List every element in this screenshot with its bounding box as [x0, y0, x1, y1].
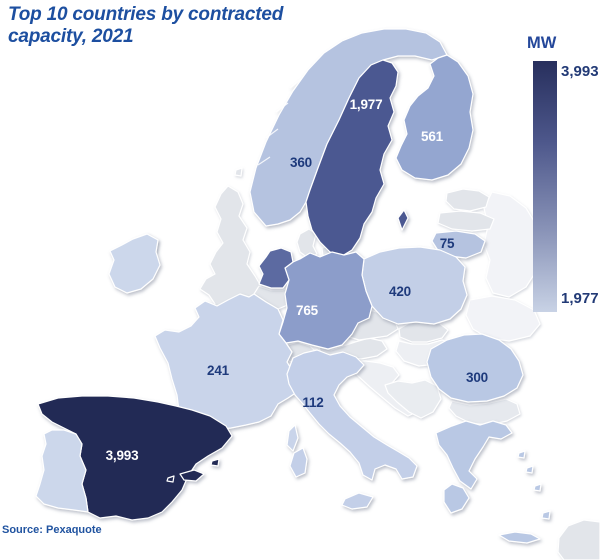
country-estonia [445, 188, 490, 212]
legend-min-value: 1,977 [561, 290, 599, 307]
country-poland [361, 246, 468, 325]
country-italy [286, 349, 418, 481]
island-crete [498, 531, 541, 544]
country-bulgaria [448, 398, 521, 426]
label-france: 241 [207, 363, 230, 378]
legend-max-value: 3,993 [561, 63, 599, 80]
country-netherlands [258, 247, 294, 289]
chart-title: Top 10 countries by contracted capacity,… [8, 4, 438, 49]
country-romania [426, 333, 524, 403]
country-slovakia [398, 318, 449, 343]
island-sicily [341, 492, 374, 510]
country-orkney [234, 167, 243, 177]
fjord-lines [257, 78, 302, 166]
peninsula-peloponnese [443, 483, 470, 514]
label-germany: 765 [296, 303, 319, 318]
country-finland [395, 54, 474, 181]
label-finland: 561 [421, 129, 444, 144]
data-land-layer [35, 28, 551, 544]
label-poland: 420 [389, 284, 411, 299]
country-serbia [384, 379, 442, 419]
country-lithuania [431, 230, 486, 259]
island-gotland [397, 209, 409, 231]
source-note: Source: Pexaquote [2, 524, 102, 536]
islands-balearic [166, 458, 220, 483]
country-greece [435, 420, 513, 490]
chart-title-line1: Top 10 countries by contracted [8, 4, 284, 25]
country-russia-west [483, 191, 543, 298]
island-sardinia [289, 447, 308, 478]
label-norway: 360 [290, 155, 312, 170]
country-sweden [305, 59, 399, 257]
value-labels: 1,977 561 360 75 420 765 241 112 300 3,9… [106, 97, 489, 463]
country-germany [278, 251, 373, 350]
label-spain: 3,993 [106, 448, 139, 463]
country-ireland [108, 233, 161, 294]
country-ukraine [465, 295, 541, 342]
island-corsica [286, 424, 299, 452]
country-denmark [296, 228, 318, 259]
country-portugal [35, 429, 89, 513]
legend-unit-label: MW [527, 34, 557, 52]
label-sweden: 1,977 [350, 97, 383, 112]
label-romania: 300 [466, 370, 488, 385]
legend-gradient-bar [533, 61, 557, 312]
country-turkey [557, 519, 600, 560]
country-latvia [437, 210, 495, 232]
label-italy: 112 [302, 395, 323, 410]
chart-title-line2: capacity, 2021 [8, 26, 134, 48]
islands-aegean [517, 450, 551, 520]
label-lithuania: 75 [440, 236, 455, 251]
